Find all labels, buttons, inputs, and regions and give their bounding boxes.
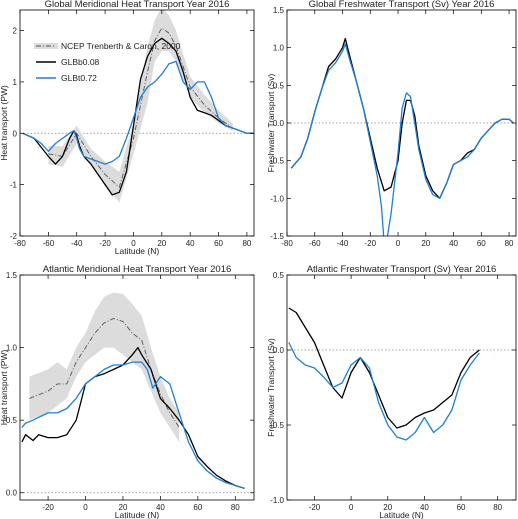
x-tick-label: 0 xyxy=(131,239,136,248)
y-tick-label: 0.5 xyxy=(6,416,18,425)
chart-panel-4: Atlantic Freshwater Transport (Sv) Year … xyxy=(266,264,517,519)
plot-area xyxy=(288,307,480,441)
plot-frame xyxy=(19,274,255,501)
x-tick-label: -40 xyxy=(337,239,349,248)
x-tick-label: 20 xyxy=(119,503,128,512)
y-tick-label: 0.0 xyxy=(6,489,18,498)
x-axis-label: Latitude (N) xyxy=(379,510,424,519)
x-tick-label: 80 xyxy=(242,239,251,248)
chart-title: Atlantic Meridional Heat Transport Year … xyxy=(43,264,232,275)
y-tick-label: 1.5 xyxy=(6,271,18,280)
y-tick-label: 0.5 xyxy=(273,81,285,90)
plot-area xyxy=(22,10,254,203)
series-line-series-2 xyxy=(288,342,480,441)
x-tick-label: 0 xyxy=(349,503,354,512)
plot-area xyxy=(290,37,514,236)
y-axis-label: Heat transport (PW) xyxy=(0,350,9,426)
series-line-series-1 xyxy=(288,307,480,429)
x-tick-label: 40 xyxy=(186,239,195,248)
x-tick-label: 40 xyxy=(156,503,165,512)
y-tick-label: 0.0 xyxy=(273,119,285,128)
legend-label: NCEP Trenberth & Caron, 2000 xyxy=(61,41,181,51)
plot-frame xyxy=(19,9,255,237)
y-tick-label: -1.5 xyxy=(270,232,284,241)
x-tick-label: 20 xyxy=(383,503,392,512)
y-tick-label: 2 xyxy=(13,27,18,36)
y-tick-label: -1 xyxy=(10,181,18,190)
x-tick-label: -20 xyxy=(364,239,376,248)
y-axis-label: Freshwater Transport (Sv) xyxy=(266,73,276,172)
y-tick-label: -1.0 xyxy=(270,194,284,203)
x-tick-label: -20 xyxy=(309,503,321,512)
x-tick-label: 20 xyxy=(157,239,166,248)
chart-title: Global Meridional Heat Transport Year 20… xyxy=(45,0,230,10)
x-tick-label: 60 xyxy=(457,503,466,512)
y-tick-label: -2 xyxy=(10,232,18,241)
x-tick-label: -80 xyxy=(281,239,293,248)
series-line-glbt0-72 xyxy=(21,361,245,490)
x-tick-label: -20 xyxy=(99,239,111,248)
x-axis-label: Latitude (N) xyxy=(115,510,160,519)
series-line-series-1 xyxy=(290,37,514,199)
x-tick-label: -40 xyxy=(71,239,83,248)
plot-frame xyxy=(286,274,517,501)
x-tick-label: 0 xyxy=(83,503,88,512)
x-tick-label: 60 xyxy=(477,239,486,248)
chart-title: Atlantic Freshwater Transport (Sv) Year … xyxy=(307,264,497,275)
series-line-series-2 xyxy=(290,43,514,236)
y-tick-label: -1.0 xyxy=(270,496,284,505)
legend-label: GLBt0.72 xyxy=(61,73,97,83)
y-tick-label: -0.5 xyxy=(270,421,284,430)
series-line-glbt0-72 xyxy=(22,60,254,165)
legend: NCEP Trenberth & Caron, 2000 GLBb0.08 GLBt… xyxy=(34,41,181,83)
chart-panel-3: Atlantic Meridional Heat Transport Year … xyxy=(0,264,255,519)
x-axis-label: Latitude (N) xyxy=(115,246,160,256)
x-tick-label: -80 xyxy=(14,239,26,248)
legend-label: GLBb0.08 xyxy=(61,57,100,67)
ncep-uncertainty-band xyxy=(48,10,233,203)
ncep-mean-line xyxy=(29,318,180,428)
chart-panel-1: Global Meridional Heat Transport Year 20… xyxy=(0,0,255,256)
x-tick-label: 60 xyxy=(193,503,202,512)
y-tick-label: 0.5 xyxy=(273,271,285,280)
y-axis-label: Heat transport (PW) xyxy=(0,85,9,161)
y-tick-label: 1.0 xyxy=(273,44,285,53)
x-tick-label: 20 xyxy=(421,239,430,248)
x-tick-label: 80 xyxy=(231,503,240,512)
plot-frame xyxy=(286,9,517,237)
ncep-uncertainty-band xyxy=(29,292,180,442)
y-tick-label: -0.5 xyxy=(270,157,284,166)
x-tick-label: 40 xyxy=(420,503,429,512)
y-tick-label: 1.5 xyxy=(273,6,285,15)
x-tick-label: 0 xyxy=(396,239,401,248)
chart-panel-2: Global Freshwater Transport (Sv) Year 20… xyxy=(266,0,517,248)
series-line-glbb0-08 xyxy=(21,346,245,490)
chart-title: Global Freshwater Transport (Sv) Year 20… xyxy=(309,0,495,10)
y-axis-label: Freshwater Transport (Sv) xyxy=(266,338,276,437)
x-tick-label: 60 xyxy=(214,239,223,248)
x-tick-label: 80 xyxy=(505,239,514,248)
y-tick-label: 1 xyxy=(13,78,18,87)
y-tick-label: 1.0 xyxy=(6,344,18,353)
ncep-mean-line xyxy=(48,27,233,189)
y-tick-label: 0.0 xyxy=(273,346,285,355)
x-tick-label: 40 xyxy=(449,239,458,248)
y-tick-label: 0 xyxy=(13,129,18,138)
x-tick-label: -20 xyxy=(42,503,54,512)
plot-area xyxy=(21,292,245,490)
x-tick-label: 80 xyxy=(493,503,502,512)
x-tick-label: -60 xyxy=(309,239,321,248)
x-tick-label: -60 xyxy=(43,239,55,248)
series-line-glbb0-08 xyxy=(22,37,254,196)
